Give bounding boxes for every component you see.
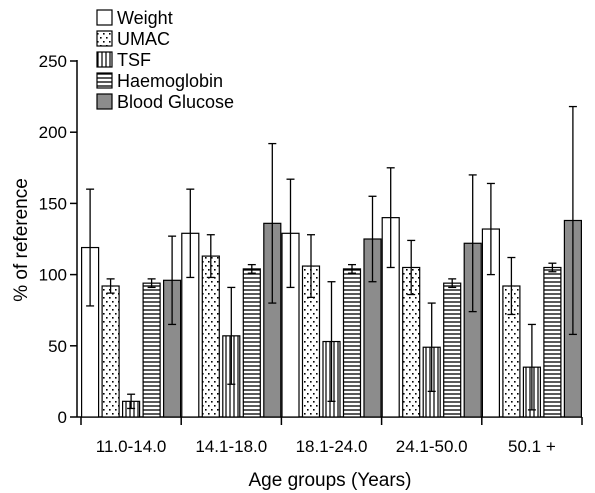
x-tick-label: 50.1 + [508,437,556,456]
x-tick-label: 24.1-50.0 [396,437,468,456]
bar [443,282,462,418]
bar [342,268,362,418]
legend-label: Haemoglobin [117,71,223,91]
legend-label: TSF [117,50,151,70]
x-tick-label: 18.1-24.0 [296,437,368,456]
bar [242,268,261,418]
bar [142,282,161,418]
bar [101,285,120,418]
bar [201,255,220,418]
y-tick-label: 250 [39,52,67,71]
legend-swatch [96,9,113,26]
legend-swatch [96,30,113,47]
legend-label: UMAC [117,29,170,49]
legend-swatch [96,51,113,68]
x-tick-label: 11.0-14.0 [96,437,167,456]
legend-swatch [96,93,113,110]
y-tick-label: 50 [48,337,67,356]
bars [80,105,583,418]
y-tick-label: 150 [39,194,67,213]
axes: 0 50 100 150 200 250 11.0-14.0 14.1-18.0 18.1-24… [39,52,583,456]
y-tick-label: 0 [58,408,67,427]
y-tick-label: 200 [39,123,67,142]
y-axis-title: % of reference [11,178,32,302]
legend-label: Blood Glucose [117,92,234,112]
x-tick-label: 14.1-18.0 [195,437,267,456]
legend-label: Weight [117,8,173,28]
legend-swatch [96,72,113,89]
y-tick-label: 100 [39,266,67,285]
bar [543,266,562,418]
x-axis-title: Age groups (Years) [248,470,411,491]
